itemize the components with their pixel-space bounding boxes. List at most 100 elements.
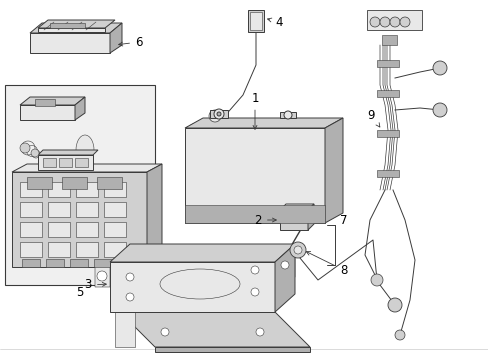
Circle shape	[217, 112, 221, 116]
Text: 3: 3	[84, 279, 106, 292]
Circle shape	[250, 288, 259, 296]
Circle shape	[31, 149, 39, 157]
Bar	[59, 158, 72, 167]
Bar	[104, 242, 126, 257]
Circle shape	[126, 273, 134, 281]
Polygon shape	[38, 150, 98, 155]
Circle shape	[399, 17, 409, 27]
Bar	[104, 222, 126, 237]
Bar	[376, 60, 398, 67]
Bar	[35, 99, 55, 106]
Circle shape	[214, 109, 224, 119]
Polygon shape	[184, 118, 342, 128]
Bar	[46, 259, 64, 267]
Bar	[20, 202, 42, 217]
Bar	[249, 12, 262, 30]
Text: 7: 7	[339, 213, 347, 226]
Polygon shape	[247, 10, 264, 32]
Bar	[20, 182, 42, 197]
Bar	[43, 158, 56, 167]
Polygon shape	[38, 28, 105, 32]
Polygon shape	[30, 33, 110, 53]
Polygon shape	[20, 105, 75, 120]
Bar	[48, 242, 70, 257]
Circle shape	[126, 293, 134, 301]
Polygon shape	[110, 262, 274, 312]
Bar	[381, 35, 396, 45]
Polygon shape	[115, 312, 135, 347]
Circle shape	[394, 330, 404, 340]
Polygon shape	[280, 210, 307, 230]
Circle shape	[20, 143, 30, 153]
Bar	[76, 182, 98, 197]
Circle shape	[256, 328, 264, 336]
Polygon shape	[50, 23, 85, 28]
Bar	[48, 222, 70, 237]
Bar	[76, 242, 98, 257]
Bar	[104, 202, 126, 217]
Polygon shape	[184, 128, 325, 223]
Text: 4: 4	[267, 15, 282, 28]
Bar	[366, 10, 421, 30]
Circle shape	[379, 17, 389, 27]
Polygon shape	[30, 23, 122, 33]
Polygon shape	[325, 118, 342, 223]
Polygon shape	[307, 204, 313, 230]
Polygon shape	[95, 262, 110, 287]
Polygon shape	[38, 155, 93, 170]
Bar	[118, 259, 136, 267]
Circle shape	[281, 261, 288, 269]
Circle shape	[97, 271, 107, 281]
Polygon shape	[209, 110, 227, 118]
Bar	[76, 202, 98, 217]
Polygon shape	[274, 244, 294, 312]
Text: 2: 2	[254, 213, 276, 226]
Text: 9: 9	[367, 108, 379, 127]
Bar	[48, 182, 70, 197]
Polygon shape	[75, 97, 85, 120]
Polygon shape	[147, 164, 162, 267]
Bar	[62, 177, 87, 189]
Bar	[20, 242, 42, 257]
Ellipse shape	[76, 135, 94, 165]
Text: 8: 8	[305, 252, 346, 276]
Circle shape	[289, 242, 305, 258]
Bar	[70, 259, 88, 267]
Bar	[376, 90, 398, 97]
Polygon shape	[38, 20, 115, 28]
Polygon shape	[280, 204, 313, 210]
Bar	[76, 222, 98, 237]
Circle shape	[250, 266, 259, 274]
Circle shape	[369, 17, 379, 27]
Polygon shape	[280, 112, 295, 118]
Polygon shape	[12, 164, 162, 172]
Bar	[27, 177, 52, 189]
Polygon shape	[274, 254, 294, 292]
Bar	[20, 222, 42, 237]
Circle shape	[370, 274, 382, 286]
Circle shape	[293, 246, 302, 254]
Polygon shape	[155, 347, 309, 352]
Polygon shape	[110, 23, 122, 53]
Circle shape	[161, 328, 169, 336]
Text: 5: 5	[76, 285, 83, 298]
Bar	[48, 202, 70, 217]
Polygon shape	[110, 244, 294, 262]
Bar	[376, 130, 398, 137]
Circle shape	[389, 17, 399, 27]
Circle shape	[208, 110, 221, 122]
Text: 1: 1	[251, 91, 258, 129]
Text: 6: 6	[119, 36, 142, 49]
Circle shape	[387, 298, 401, 312]
Bar	[97, 177, 122, 189]
Polygon shape	[20, 97, 85, 105]
Polygon shape	[12, 172, 147, 267]
Bar	[75, 158, 88, 167]
Bar	[94, 259, 112, 267]
Bar	[184, 205, 325, 223]
Circle shape	[284, 111, 291, 119]
Bar	[376, 170, 398, 177]
Bar	[5, 85, 155, 285]
Bar	[22, 259, 40, 267]
Circle shape	[432, 103, 446, 117]
